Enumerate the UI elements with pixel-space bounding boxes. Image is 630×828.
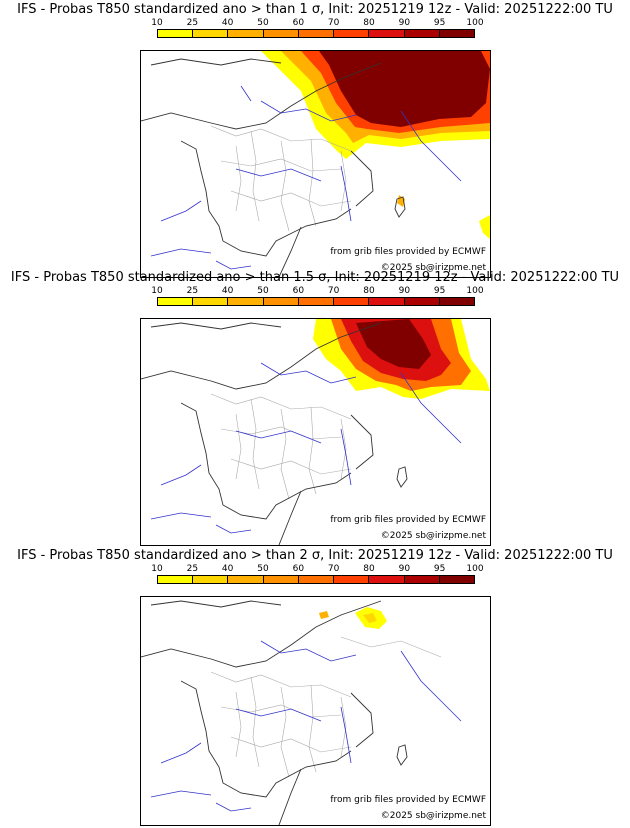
map-panel-1-5sigma: IFS - Probas T850 standardized ano > tha… <box>0 270 630 546</box>
colorbar-swatch <box>439 576 474 583</box>
colorbar-tick-label: 70 <box>327 18 340 28</box>
colorbar-swatch <box>404 298 440 305</box>
colorbar-swatch <box>193 576 229 583</box>
colorbar-tick-label: 80 <box>363 18 375 28</box>
colorbar-swatch <box>158 298 194 305</box>
colorbar-swatch <box>439 298 474 305</box>
colorbar-swatch <box>369 30 405 37</box>
colorbar-swatch <box>263 576 299 583</box>
colorbar-tick-label: 90 <box>398 564 411 574</box>
colorbar-tick-label: 25 <box>186 18 199 28</box>
coastline <box>141 322 408 545</box>
colorbar-tick-label: 10 <box>151 564 163 574</box>
probability-overlay <box>261 51 490 239</box>
colorbar-swatch <box>228 30 264 37</box>
probability-overlay <box>313 319 490 399</box>
panel-title: IFS - Probas T850 standardized ano > tha… <box>17 2 613 17</box>
rivers <box>150 640 462 812</box>
colorbar: 10 25 40 50 60 70 80 90 95 100 <box>151 564 484 591</box>
colorbar-swatches <box>157 29 475 38</box>
map-svg <box>141 600 462 825</box>
colorbar-swatch <box>369 298 405 305</box>
probability-overlay <box>319 607 387 629</box>
colorbar-swatch <box>193 30 229 37</box>
colorbar-swatch <box>263 30 299 37</box>
colorbar-tick-label: 60 <box>292 286 305 296</box>
colorbar-tick-label: 40 <box>221 286 234 296</box>
colorbar-tick-label: 70 <box>327 286 340 296</box>
map-svg <box>141 51 490 277</box>
colorbar-swatch <box>193 298 229 305</box>
colorbar: 10 25 40 50 60 70 80 90 95 100 <box>151 286 484 313</box>
colorbar-swatch <box>404 576 440 583</box>
colorbar-swatch <box>263 298 299 305</box>
credit-copyright: ©2025 sb@irizpme.net <box>380 263 486 273</box>
colorbar-tick-label: 100 <box>466 564 484 574</box>
colorbar-tick-label: 90 <box>398 18 411 28</box>
colorbar-tick-label: 40 <box>221 564 234 574</box>
map-panel-1sigma: IFS - Probas T850 standardized ano > tha… <box>0 2 630 278</box>
colorbar-tick-label: 95 <box>433 286 446 296</box>
colorbar-tick-label: 50 <box>257 18 269 28</box>
colorbar-tick-label: 95 <box>433 18 446 28</box>
colorbar-tick-label: 60 <box>292 18 305 28</box>
colorbar-tick-label: 40 <box>221 18 234 28</box>
colorbar-tick-label: 100 <box>466 18 484 28</box>
rivers <box>150 362 462 534</box>
colorbar-tick-label: 80 <box>363 564 375 574</box>
colorbar-swatch <box>158 30 194 37</box>
colorbar-swatch <box>439 30 474 37</box>
colorbar-labels: 10 25 40 50 60 70 80 90 95 100 <box>151 564 483 575</box>
colorbar-swatches <box>157 575 475 584</box>
panel-title: IFS - Probas T850 standardized ano > tha… <box>17 548 613 563</box>
map-svg <box>141 319 490 545</box>
credit-copyright: ©2025 sb@irizpme.net <box>380 531 486 541</box>
department-borders <box>210 125 352 232</box>
colorbar-swatch <box>298 30 335 37</box>
colorbar-swatch <box>369 576 405 583</box>
colorbar-swatch <box>298 298 335 305</box>
colorbar-tick-label: 70 <box>327 564 340 574</box>
colorbar-swatch <box>228 576 264 583</box>
credit-source: from grib files provided by ECMWF <box>330 515 486 525</box>
credit-source: from grib files provided by ECMWF <box>330 247 486 257</box>
map-panel-2sigma: IFS - Probas T850 standardized ano > tha… <box>0 548 630 826</box>
colorbar-tick-label: 25 <box>186 564 199 574</box>
colorbar-swatch <box>298 576 335 583</box>
colorbar-swatch <box>334 298 370 305</box>
panel-title: IFS - Probas T850 standardized ano > tha… <box>10 270 620 285</box>
coastline <box>141 600 408 825</box>
colorbar-tick-label: 50 <box>257 564 269 574</box>
colorbar-tick-label: 100 <box>466 286 484 296</box>
colorbar-swatch <box>334 30 370 37</box>
department-borders <box>210 393 352 500</box>
colorbar-tick-label: 60 <box>292 564 305 574</box>
probability-map: from grib files provided by ECMWF ©2025 … <box>140 596 491 826</box>
colorbar-swatch <box>228 298 264 305</box>
colorbar-labels: 10 25 40 50 60 70 80 90 95 100 <box>151 18 483 29</box>
colorbar: 10 25 40 50 60 70 80 90 95 100 <box>151 18 484 45</box>
colorbar-swatches <box>157 297 475 306</box>
rivers <box>150 85 462 270</box>
colorbar-labels: 10 25 40 50 60 70 80 90 95 100 <box>151 286 483 297</box>
colorbar-tick-label: 80 <box>363 286 375 296</box>
colorbar-swatch <box>158 576 194 583</box>
colorbar-swatch <box>334 576 370 583</box>
credit-source: from grib files provided by ECMWF <box>330 795 486 805</box>
colorbar-tick-label: 25 <box>186 286 199 296</box>
colorbar-swatch <box>404 30 440 37</box>
colorbar-tick-label: 95 <box>433 564 446 574</box>
colorbar-tick-label: 90 <box>398 286 411 296</box>
colorbar-tick-label: 10 <box>151 18 163 28</box>
credit-copyright: ©2025 sb@irizpme.net <box>380 811 486 821</box>
probability-map: from grib files provided by ECMWF ©2025 … <box>140 50 491 278</box>
colorbar-tick-label: 10 <box>151 286 163 296</box>
probability-map: from grib files provided by ECMWF ©2025 … <box>140 318 491 546</box>
colorbar-tick-label: 50 <box>257 286 269 296</box>
coastline <box>141 58 406 277</box>
